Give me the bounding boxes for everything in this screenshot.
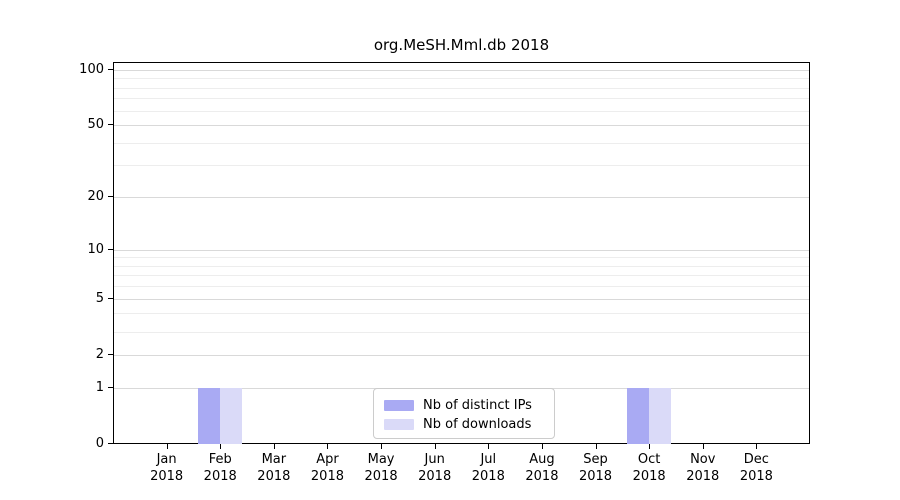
- x-tick-month: Jun: [424, 452, 445, 467]
- x-tick-label: Apr 2018: [297, 451, 357, 485]
- x-tick: [327, 444, 329, 449]
- x-tick-label: Jan 2018: [137, 451, 197, 485]
- x-tick-month: Apr: [316, 452, 339, 467]
- y-tick: [108, 248, 113, 250]
- y-tick-label: 20: [87, 189, 104, 205]
- x-tick-year: 2018: [578, 469, 613, 484]
- x-tick-label: Aug 2018: [512, 451, 572, 485]
- bar-distinct-ips: [627, 387, 650, 444]
- x-tick: [541, 444, 543, 449]
- plot-area: [113, 62, 810, 444]
- gridline-minor: [114, 98, 809, 100]
- x-tick: [702, 444, 704, 449]
- x-tick: [166, 444, 168, 449]
- gridline-minor: [114, 87, 809, 89]
- gridline-minor: [114, 286, 809, 288]
- x-tick-label: Jun 2018: [405, 451, 465, 485]
- y-tick-label: 5: [95, 290, 104, 306]
- y-tick: [108, 196, 113, 198]
- x-tick: [220, 444, 222, 449]
- x-tick-month: Dec: [743, 452, 769, 467]
- x-tick-year: 2018: [525, 469, 559, 484]
- x-tick: [488, 444, 490, 449]
- x-tick-month: Feb: [208, 452, 232, 467]
- bar-downloads: [220, 387, 243, 444]
- x-tick-label: Jul 2018: [458, 451, 518, 485]
- gridline-minor: [114, 110, 809, 112]
- y-tick-label: 0: [95, 436, 104, 451]
- y-tick: [108, 386, 113, 388]
- x-tick-label: Sep 2018: [566, 451, 626, 485]
- x-tick-year: 2018: [632, 469, 666, 484]
- x-tick-year: 2018: [418, 469, 452, 484]
- x-tick-label: Feb 2018: [190, 451, 250, 485]
- x-tick: [756, 444, 758, 449]
- legend-label-downloads: Nb of downloads: [423, 417, 532, 432]
- legend-label-distinct-ips: Nb of distinct IPs: [423, 398, 532, 413]
- gridline-major: [114, 298, 809, 300]
- y-tick-label: 1: [95, 379, 104, 395]
- x-tick-month: Jul: [480, 452, 497, 467]
- x-tick-label: May 2018: [351, 451, 411, 485]
- x-tick-month: May: [367, 452, 395, 467]
- x-tick-label: Oct 2018: [619, 451, 679, 485]
- gridline-minor: [114, 165, 809, 167]
- x-tick-month: Mar: [261, 452, 287, 467]
- gridline-major: [114, 354, 809, 356]
- x-tick-year: 2018: [310, 469, 344, 484]
- gridline-minor: [114, 142, 809, 144]
- bar-downloads: [649, 387, 672, 444]
- gridline-major: [114, 249, 809, 251]
- gridline-minor: [114, 78, 809, 80]
- x-tick-label: Mar 2018: [244, 451, 304, 485]
- gridline-major: [114, 69, 809, 71]
- x-tick: [434, 444, 436, 449]
- x-tick-label: Dec 2018: [726, 451, 786, 485]
- y-tick-label: 50: [87, 117, 104, 133]
- gridline-minor: [114, 313, 809, 315]
- y-tick-label: 100: [79, 61, 104, 77]
- y-tick: [108, 124, 113, 126]
- legend-item-distinct-ips: Nb of distinct IPs: [384, 396, 544, 415]
- x-tick: [649, 444, 651, 449]
- gridline-minor: [114, 331, 809, 333]
- x-tick-year: 2018: [364, 469, 398, 484]
- x-tick-month: Jan: [156, 452, 177, 467]
- legend-swatch-downloads: [384, 419, 414, 430]
- gridline-major: [114, 125, 809, 127]
- x-tick-year: 2018: [203, 469, 237, 484]
- chart-title: org.MeSH.Mml.db 2018: [373, 36, 550, 54]
- x-tick-month: Aug: [529, 452, 555, 467]
- y-tick: [108, 68, 113, 70]
- legend-swatch-distinct-ips: [384, 400, 414, 411]
- y-tick-label: 10: [87, 241, 104, 257]
- x-tick: [273, 444, 275, 449]
- y-tick: [108, 443, 113, 444]
- gridline-minor: [114, 265, 809, 267]
- x-tick-year: 2018: [739, 469, 773, 484]
- y-tick: [108, 353, 113, 355]
- legend-item-downloads: Nb of downloads: [384, 415, 544, 434]
- y-tick-label: 2: [95, 346, 104, 362]
- x-tick-month: Nov: [690, 452, 716, 467]
- gridline-minor: [114, 275, 809, 277]
- x-tick-year: 2018: [471, 469, 505, 484]
- x-tick-year: 2018: [257, 469, 291, 484]
- x-tick: [381, 444, 383, 449]
- x-tick: [595, 444, 597, 449]
- x-tick-label: Nov 2018: [673, 451, 733, 485]
- gridline-minor: [114, 257, 809, 259]
- gridline-major: [114, 197, 809, 199]
- x-tick-year: 2018: [686, 469, 720, 484]
- legend: Nb of distinct IPs Nb of downloads: [373, 388, 555, 439]
- x-tick-year: 2018: [150, 469, 184, 484]
- x-tick-month: Sep: [583, 452, 608, 467]
- bar-distinct-ips: [198, 387, 221, 444]
- y-tick: [108, 297, 113, 299]
- x-tick-month: Oct: [637, 452, 661, 467]
